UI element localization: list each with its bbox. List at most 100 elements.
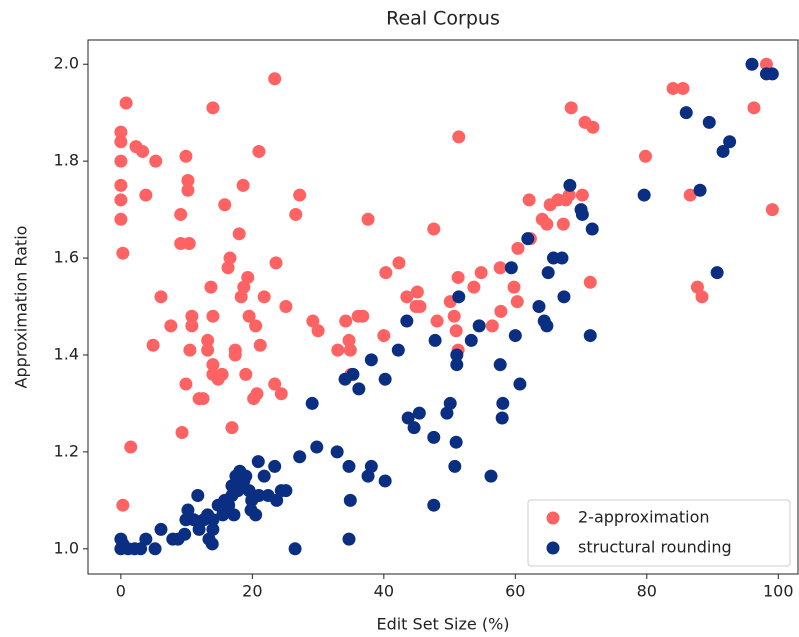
point	[330, 445, 344, 459]
point	[540, 319, 554, 333]
point	[242, 309, 256, 323]
point	[493, 261, 507, 275]
plot-frame	[87, 39, 799, 575]
point	[227, 508, 241, 522]
point	[683, 188, 697, 202]
legend-marker	[546, 541, 560, 555]
point	[343, 493, 357, 507]
point	[252, 144, 266, 158]
point	[450, 348, 464, 362]
y-tick-label: 1.4	[54, 344, 79, 363]
x-tick-label: 80	[637, 582, 657, 601]
point	[191, 488, 205, 502]
point	[507, 280, 521, 294]
point	[139, 532, 153, 546]
point	[119, 96, 133, 110]
point	[201, 343, 215, 357]
point	[206, 309, 220, 323]
point	[223, 251, 237, 265]
point	[723, 135, 737, 149]
point	[513, 377, 527, 391]
point	[702, 115, 716, 129]
point	[585, 222, 599, 236]
y-tick-label: 1.2	[54, 441, 79, 460]
point	[185, 319, 199, 333]
point	[400, 314, 414, 328]
point	[181, 183, 195, 197]
point	[400, 290, 414, 304]
point	[379, 266, 393, 280]
point	[228, 343, 242, 357]
point	[192, 522, 206, 536]
point	[710, 266, 724, 280]
point	[342, 459, 356, 473]
point	[268, 72, 282, 86]
point	[175, 426, 189, 440]
point	[511, 241, 525, 255]
point	[342, 532, 356, 546]
point	[378, 372, 392, 386]
point	[270, 493, 284, 507]
point	[563, 178, 577, 192]
point	[250, 387, 264, 401]
point	[139, 188, 153, 202]
point	[575, 188, 589, 202]
point	[257, 290, 271, 304]
point	[206, 513, 220, 527]
point	[288, 542, 302, 556]
x-tick-label: 100	[763, 582, 794, 601]
point	[343, 343, 357, 357]
point	[637, 188, 651, 202]
point	[522, 193, 536, 207]
x-tick-label: 60	[505, 582, 525, 601]
point	[196, 392, 210, 406]
legend-label: structural rounding	[578, 538, 732, 557]
point	[407, 421, 421, 435]
point	[148, 542, 162, 556]
point	[564, 101, 578, 115]
point	[449, 435, 463, 449]
point	[532, 300, 546, 314]
point	[352, 382, 366, 396]
point	[452, 290, 466, 304]
y-axis-label: Approximation Ratio	[12, 226, 31, 389]
point	[555, 251, 569, 265]
point	[412, 406, 426, 420]
point	[114, 212, 128, 226]
point	[695, 290, 709, 304]
legend-marker	[546, 511, 560, 525]
point	[232, 227, 246, 241]
point	[279, 484, 293, 498]
point	[251, 455, 265, 469]
point	[377, 329, 391, 343]
point	[236, 178, 250, 192]
point	[562, 188, 576, 202]
point	[413, 300, 427, 314]
point	[494, 304, 508, 318]
point	[257, 469, 271, 483]
point	[185, 309, 199, 323]
point	[484, 469, 498, 483]
point	[448, 459, 462, 473]
point	[252, 488, 266, 502]
point	[249, 508, 263, 522]
point	[146, 338, 160, 352]
x-tick-label: 20	[242, 582, 262, 601]
point	[508, 329, 522, 343]
point	[154, 522, 168, 536]
point	[765, 203, 779, 217]
point	[410, 285, 424, 299]
legend: 2-approximation structural rounding	[527, 499, 791, 567]
point	[205, 537, 219, 551]
point	[392, 256, 406, 270]
point	[504, 261, 518, 275]
x-tick-label: 0	[116, 582, 126, 601]
point	[346, 367, 360, 381]
point	[306, 314, 320, 328]
point	[427, 498, 441, 512]
point	[378, 474, 392, 488]
point	[339, 314, 353, 328]
point	[268, 377, 282, 391]
